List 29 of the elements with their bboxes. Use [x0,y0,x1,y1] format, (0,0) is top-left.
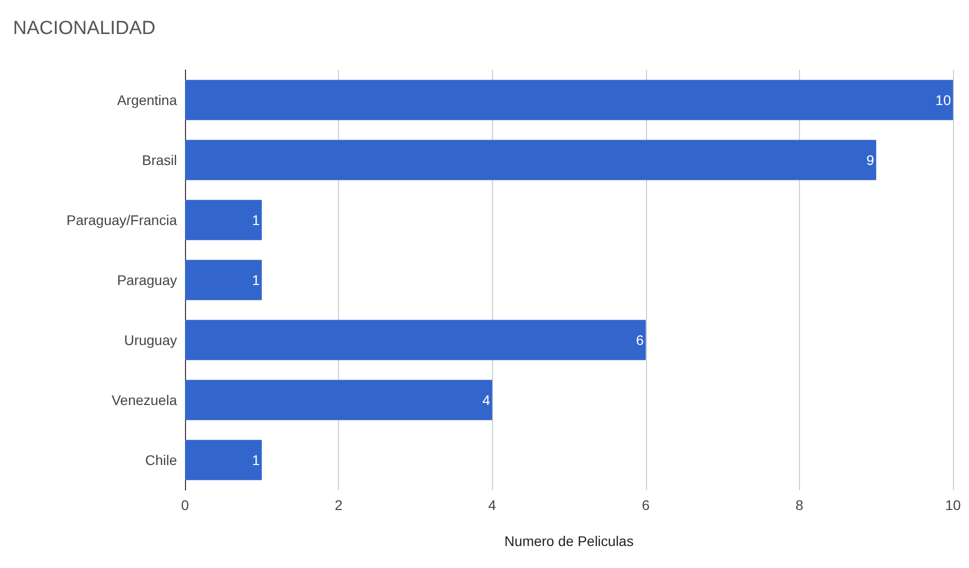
y-tick-label: Paraguay/Francia [66,212,178,228]
x-tick-label: 10 [945,497,961,513]
x-tick-label: 2 [334,497,343,513]
y-tick-label: Argentina [117,92,178,108]
y-tick-label: Chile [145,452,178,468]
bar [185,140,876,180]
y-tick-label: Paraguay [117,272,177,288]
y-tick-label: Brasil [142,152,177,168]
data-label: 4 [482,392,490,408]
bar [185,380,492,420]
x-tick-label: 6 [642,497,650,513]
x-axis-title: Numero de Peliculas [504,533,634,549]
x-tick-label: 4 [488,497,496,513]
x-tick-label: 0 [181,497,190,513]
bar [185,440,262,480]
data-label: 1 [252,212,260,228]
data-label: 1 [252,452,260,468]
bar [185,320,646,360]
data-label: 6 [636,332,644,348]
bar [185,80,953,120]
y-tick-label: Uruguay [124,332,177,348]
bar [185,260,262,300]
x-tick-label: 8 [796,497,804,513]
data-label: 10 [935,92,952,108]
bar [185,200,262,240]
y-tick-label: Venezuela [112,392,178,408]
data-label: 9 [866,152,874,168]
chart-title: NACIONALIDAD [13,18,156,39]
data-label: 1 [252,272,260,288]
